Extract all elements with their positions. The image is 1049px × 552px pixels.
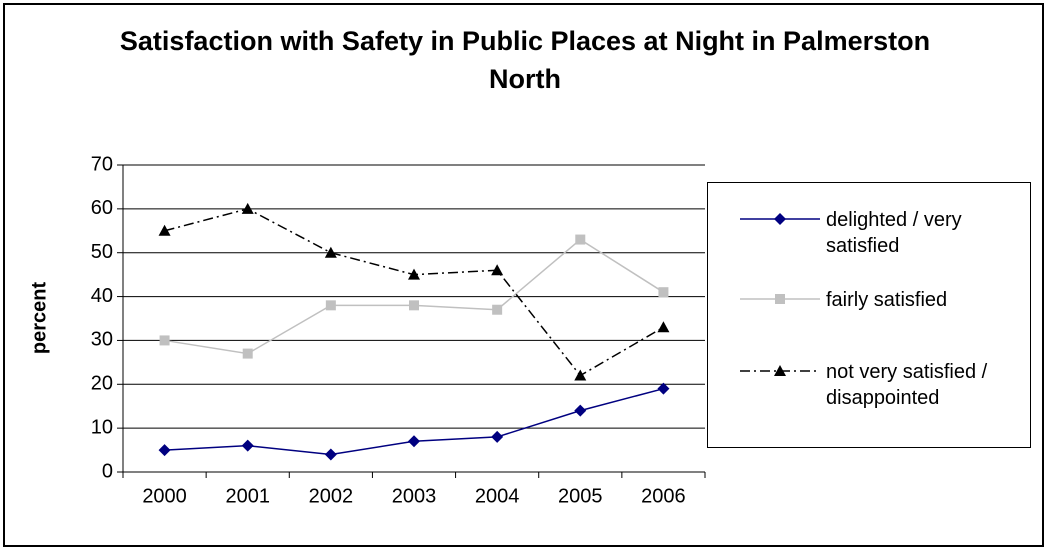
chart-title: Satisfaction with Safety in Public Place… <box>119 26 931 94</box>
data-point <box>492 304 503 315</box>
y-tick-label: 20 <box>91 373 113 395</box>
x-tick-label: 2005 <box>558 485 603 507</box>
legend-swatch-marker <box>774 365 786 376</box>
data-point <box>242 348 253 359</box>
data-point <box>241 439 254 452</box>
y-tick-label: 10 <box>91 416 113 438</box>
legend: delighted / very satisfied fairly satisfi… <box>707 182 1031 448</box>
y-tick-label: 50 <box>91 241 113 263</box>
x-tick-label: 2002 <box>309 485 354 507</box>
x-tick-label: 2003 <box>392 485 437 507</box>
data-point <box>408 268 420 280</box>
data-point <box>491 430 504 443</box>
y-tick-label: 60 <box>91 197 113 219</box>
y-tick-label: 40 <box>91 285 113 307</box>
x-tick-label: 2006 <box>641 485 686 507</box>
data-point <box>657 382 670 395</box>
y-tick-label: 30 <box>91 329 113 351</box>
x-tick-label: 2000 <box>142 485 187 507</box>
y-tick-label: 0 <box>102 460 113 482</box>
data-point <box>658 287 669 298</box>
data-point <box>158 444 171 457</box>
legend-swatch-marker <box>775 294 785 304</box>
y-tick-label: 70 <box>91 153 113 175</box>
data-point <box>159 335 170 346</box>
data-point <box>325 300 336 311</box>
legend-swatch-marker <box>774 213 786 225</box>
data-point <box>575 234 586 245</box>
legend-label: fairly satisfied <box>826 289 948 311</box>
legend-label: delighted / very satisfied <box>826 209 962 257</box>
data-point <box>574 369 587 381</box>
data-point <box>324 448 337 461</box>
x-tick-label: 2004 <box>475 485 520 507</box>
y-axis-label: percent <box>28 282 50 355</box>
data-point <box>408 435 420 448</box>
data-point <box>409 300 419 311</box>
data-point <box>657 321 670 333</box>
data-point <box>574 404 587 417</box>
series-line <box>164 208 664 377</box>
data-point <box>241 202 254 214</box>
legend-label: not very satisfied / disappointed <box>826 361 988 409</box>
data-point <box>491 264 504 276</box>
data-point <box>158 224 171 236</box>
x-tick-label: 2001 <box>225 485 270 507</box>
chart-frame <box>3 3 1044 547</box>
data-point <box>324 246 337 258</box>
